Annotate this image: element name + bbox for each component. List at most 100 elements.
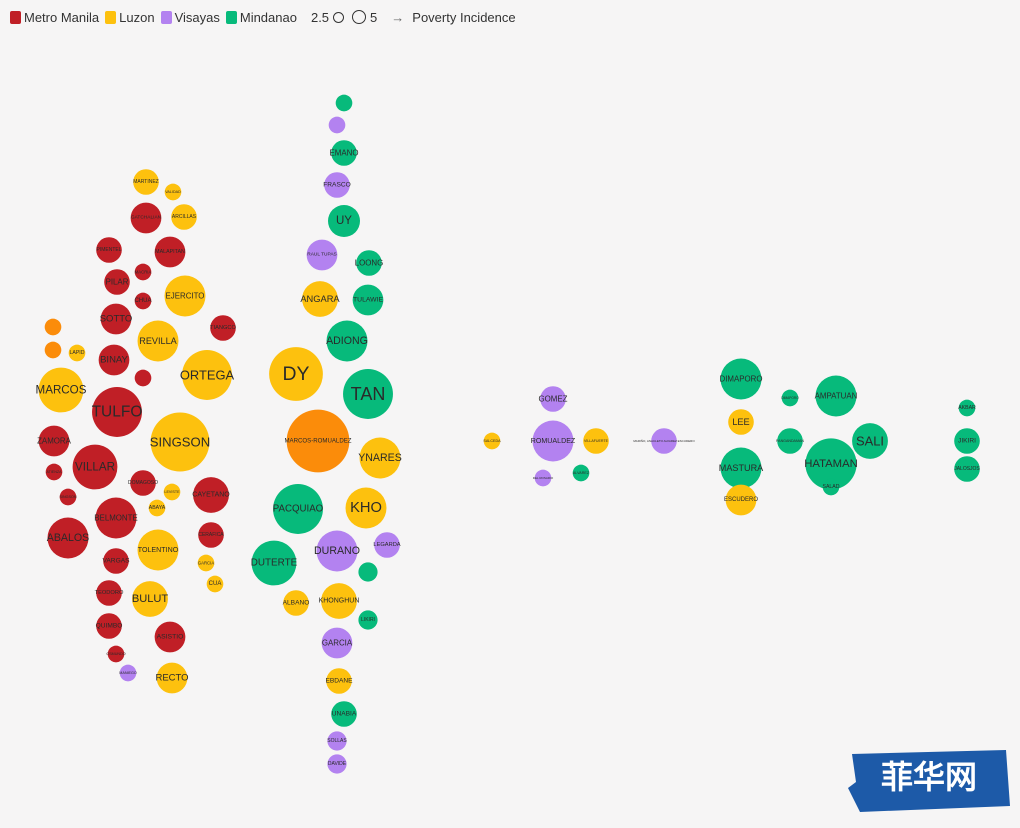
bubble-circle[interactable]	[540, 386, 566, 412]
bubble-circle[interactable]	[96, 580, 122, 606]
bubble-durano[interactable]: DURANO	[314, 530, 360, 572]
bubble-circle[interactable]	[321, 583, 357, 619]
bubble-circle[interactable]	[651, 428, 677, 454]
bubble-albano[interactable]: ALBANO	[283, 590, 310, 616]
bubble-circle[interactable]	[104, 269, 130, 295]
bubble-dimaporo[interactable]: DIMAPORO	[781, 389, 799, 407]
bubble-validad[interactable]: VALIDAD	[164, 183, 182, 201]
bubble-likiri[interactable]: LIKIRI	[358, 610, 378, 630]
bubble-unlabeled[interactable]	[44, 318, 62, 336]
bubble-duterte[interactable]: DUTERTE	[251, 540, 298, 586]
bubble-circle[interactable]	[130, 202, 162, 234]
bubble-pacquiao[interactable]: PACQUIAO	[273, 484, 324, 534]
bubble-circle[interactable]	[154, 236, 186, 268]
bubble-circle[interactable]	[164, 183, 182, 201]
bubble-recto[interactable]: RECTO	[155, 662, 189, 694]
bubble-circle[interactable]	[954, 456, 980, 482]
bubble-circle[interactable]	[321, 627, 353, 659]
bubble-circle[interactable]	[777, 428, 803, 454]
bubble-dimaporo[interactable]: DIMAPORO	[720, 358, 763, 400]
bubble-circle[interactable]	[251, 540, 297, 586]
bubble-unlabeled[interactable]	[358, 562, 378, 582]
bubble-unlabeled[interactable]	[134, 369, 152, 387]
bubble-circle[interactable]	[154, 621, 186, 653]
bubble-circle[interactable]	[103, 548, 129, 574]
legend-item-mindanao[interactable]: Mindanao	[225, 10, 297, 25]
bubble-circle[interactable]	[164, 275, 206, 317]
bubble-circle[interactable]	[197, 554, 215, 572]
bubble-circle[interactable]	[171, 204, 197, 230]
bubble-unlabeled[interactable]	[44, 341, 62, 359]
bubble-circle[interactable]	[45, 463, 63, 481]
bubble-marcos[interactable]: MARCOS	[36, 367, 87, 413]
bubble-circle[interactable]	[134, 292, 152, 310]
bubble-circle[interactable]	[137, 320, 179, 362]
bubble-cayetano[interactable]: CAYETANO	[192, 477, 230, 513]
bubble-circle[interactable]	[193, 477, 229, 513]
bubble-circle[interactable]	[156, 662, 188, 694]
bubble-circle[interactable]	[328, 116, 346, 134]
bubble-tan[interactable]: TAN	[343, 369, 393, 419]
bubble-circle[interactable]	[954, 428, 980, 454]
bubble-ampatuan[interactable]: AMPATUAN	[815, 375, 858, 417]
bubble-pimentel[interactable]: PIMENTEL	[96, 237, 122, 263]
bubble-circle[interactable]	[198, 522, 224, 548]
bubble-kho[interactable]: KHO	[345, 487, 387, 529]
bubble-circle[interactable]	[38, 367, 84, 413]
bubble-circle[interactable]	[326, 320, 368, 362]
bubble-circle[interactable]	[150, 412, 210, 472]
bubble-escudero[interactable]: ESCUDERO	[724, 484, 758, 516]
bubble-circle[interactable]	[92, 387, 142, 437]
bubble-circle[interactable]	[206, 575, 224, 593]
bubble-circle[interactable]	[210, 315, 236, 341]
bubble-circle[interactable]	[728, 409, 754, 435]
bubble-circle[interactable]	[327, 754, 347, 774]
bubble-malapitan[interactable]: MALAPITAN	[154, 236, 186, 268]
bubble-tiangco[interactable]: TIANGCO	[210, 315, 237, 341]
bubble-tulawie[interactable]: TULAWIE	[352, 284, 384, 316]
bubble-macria[interactable]: MACRIA	[134, 263, 152, 281]
bubble-circle[interactable]	[331, 140, 357, 166]
bubble-circle[interactable]	[59, 488, 77, 506]
bubble-villafuerte[interactable]: VILLAFUERTE	[583, 428, 609, 454]
bubble-circle[interactable]	[98, 344, 130, 376]
bubble-circle[interactable]	[822, 478, 840, 496]
bubble-gomez[interactable]: GOMEZ	[539, 386, 568, 412]
bubble-circle[interactable]	[805, 438, 857, 490]
bubble-circle[interactable]	[68, 344, 86, 362]
bubble-circle[interactable]	[331, 701, 357, 727]
bubble-binay[interactable]: BINAY	[98, 344, 130, 376]
bubble-singson[interactable]: SINGSON	[150, 412, 210, 472]
bubble-circle[interactable]	[269, 347, 323, 401]
bubble-legarda[interactable]: LEGARDA	[373, 532, 401, 558]
bubble-circle[interactable]	[326, 668, 352, 694]
bubble-circle[interactable]	[38, 425, 70, 457]
bubble-domagoso[interactable]: DOMAGOSO	[128, 470, 158, 496]
bubble-ynares[interactable]: YNARES	[358, 437, 402, 479]
bubble-circle[interactable]	[958, 399, 976, 417]
bubble-gatchalian[interactable]: GATCHALIAN	[130, 202, 162, 234]
bubble-romualdez[interactable]: ROMUALDEZ	[531, 420, 576, 462]
bubble-garcia[interactable]: GARCIA	[197, 554, 215, 572]
bubble-unabia[interactable]: UNABIA	[331, 701, 357, 727]
bubble-khonghun[interactable]: KHONGHUN	[319, 583, 360, 619]
bubble-davide[interactable]: DAVIDE	[327, 754, 347, 774]
bubble-circle[interactable]	[133, 169, 159, 195]
bubble-circle[interactable]	[359, 437, 401, 479]
bubble-garcia[interactable]: GARCIA	[321, 627, 353, 659]
bubble-uy[interactable]: UY	[328, 205, 360, 237]
bubble-circle[interactable]	[374, 532, 400, 558]
bubble-circle[interactable]	[532, 420, 574, 462]
bubble-circle[interactable]	[134, 263, 152, 281]
bubble-circle[interactable]	[343, 369, 393, 419]
bubble-belmonte[interactable]: BELMONTE	[94, 497, 138, 539]
bubble-circle[interactable]	[335, 94, 353, 112]
bubble-circle[interactable]	[130, 470, 156, 496]
bubble-zamora[interactable]: ZAMORA	[37, 425, 72, 457]
bubble-atienza[interactable]: ATIENZA	[45, 463, 63, 481]
bubble-pangandaman[interactable]: PANGANDAMAN	[776, 428, 804, 454]
bubble-asistio[interactable]: ASISTIO	[154, 621, 186, 653]
bubble-angara[interactable]: ANGARA	[300, 281, 340, 317]
bubble-adiong[interactable]: ADIONG	[326, 320, 368, 362]
bubble-unlabeled[interactable]	[328, 116, 346, 134]
